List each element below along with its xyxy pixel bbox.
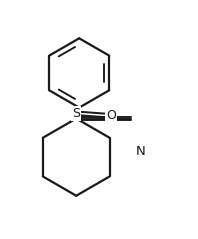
Text: O: O xyxy=(106,109,116,122)
Text: N: N xyxy=(136,145,145,158)
Text: S: S xyxy=(72,107,80,120)
